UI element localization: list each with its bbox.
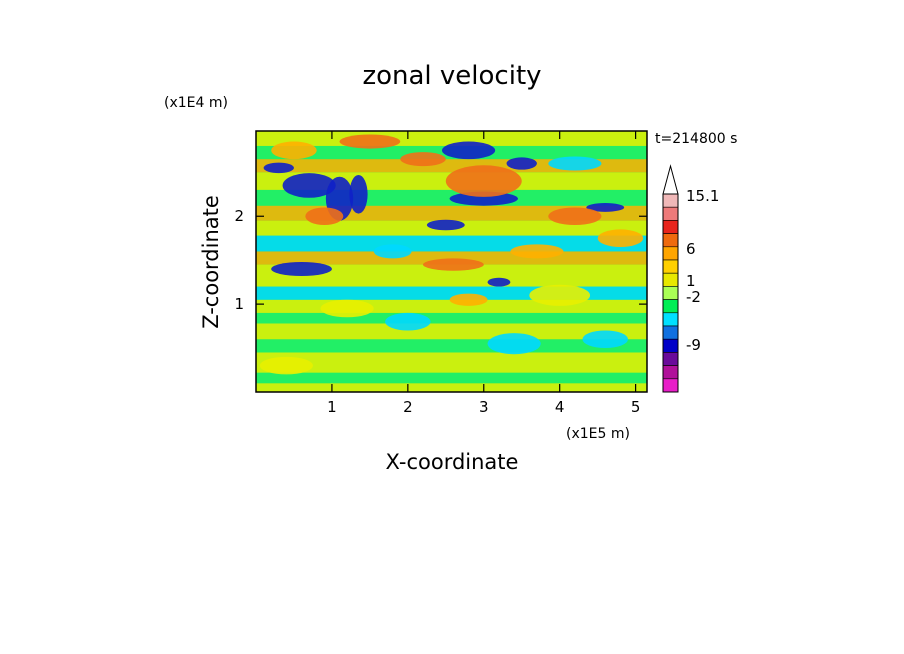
colorbar-label: -9 (686, 336, 701, 354)
colorbar-level (662, 233, 679, 248)
colorbar-level (662, 312, 679, 327)
y-axis: 12 (234, 207, 647, 313)
colorbar-level (662, 246, 679, 261)
field-feature (426, 219, 465, 231)
y-tick-label: 1 (234, 295, 244, 313)
x-tick-label: 5 (631, 398, 641, 416)
field-feature (320, 299, 374, 318)
chart-title: zonal velocity (362, 61, 541, 91)
field-feature (305, 207, 344, 226)
colorbar-label: 15.1 (686, 187, 719, 205)
field-feature (282, 173, 336, 198)
field-feature (529, 284, 591, 306)
x-scale-label: (x1E5 m) (566, 426, 630, 442)
field-feature (339, 134, 401, 149)
x-tick-label: 4 (555, 398, 565, 416)
field-feature (373, 244, 412, 259)
field-band (256, 264, 647, 287)
colorbar-level (662, 272, 679, 287)
field-feature (400, 152, 446, 167)
field-feature (487, 333, 541, 355)
field-feature (271, 141, 317, 160)
x-axis-title: X-coordinate (386, 450, 519, 474)
colorbar-extend (662, 164, 679, 195)
colorbar-level (662, 193, 679, 208)
colorbar-label: -2 (686, 288, 701, 306)
field-feature (423, 258, 484, 271)
field-feature (449, 293, 488, 306)
colorbar-level (662, 378, 679, 393)
field-feature (548, 207, 602, 226)
field-band (256, 312, 647, 324)
x-axis: 1 2 3 4 5 (327, 131, 640, 416)
colorbar-level (662, 365, 679, 380)
field-band (256, 339, 647, 353)
field-feature (487, 277, 511, 287)
colorbar-level (662, 206, 679, 221)
field-band (256, 323, 647, 340)
colorbar-level (662, 259, 679, 274)
colorbar-level (662, 286, 679, 300)
colorbar: 15.1 6 1-2 -9 (662, 164, 719, 393)
field-feature (445, 165, 522, 197)
field-feature (586, 203, 625, 212)
field-feature (349, 174, 368, 214)
field-feature (597, 229, 644, 248)
colorbar-level (662, 299, 679, 314)
field-band (256, 352, 647, 373)
field-feature (582, 330, 629, 349)
y-scale-label: (x1E4 m) (164, 95, 228, 111)
colorbar-level (662, 325, 679, 340)
field-feature (259, 356, 313, 375)
x-tick-label: 1 (327, 398, 337, 416)
field-feature (271, 261, 332, 276)
plot-frame (255, 130, 648, 393)
y-tick-label: 2 (234, 207, 244, 225)
x-tick-label: 3 (479, 398, 489, 416)
colorbar-level (662, 352, 679, 366)
time-label: t=214800 s (655, 131, 737, 147)
velocity-field (256, 131, 647, 392)
colorbar-level (662, 338, 679, 353)
y-axis-title: Z-coordinate (199, 195, 223, 329)
colorbar-level (662, 220, 679, 234)
field-feature (442, 141, 496, 160)
field-feature (506, 157, 537, 170)
field-band (256, 235, 647, 252)
colorbar-frame (662, 193, 679, 393)
field-band (256, 383, 647, 392)
field-band (256, 372, 647, 384)
field-feature (510, 244, 564, 259)
field-feature (385, 312, 431, 331)
colorbar-label: 1 (686, 272, 696, 290)
field-feature (263, 162, 294, 174)
x-tick-label: 2 (403, 398, 413, 416)
colorbar-label: 6 (686, 240, 696, 258)
field-feature (548, 156, 602, 171)
